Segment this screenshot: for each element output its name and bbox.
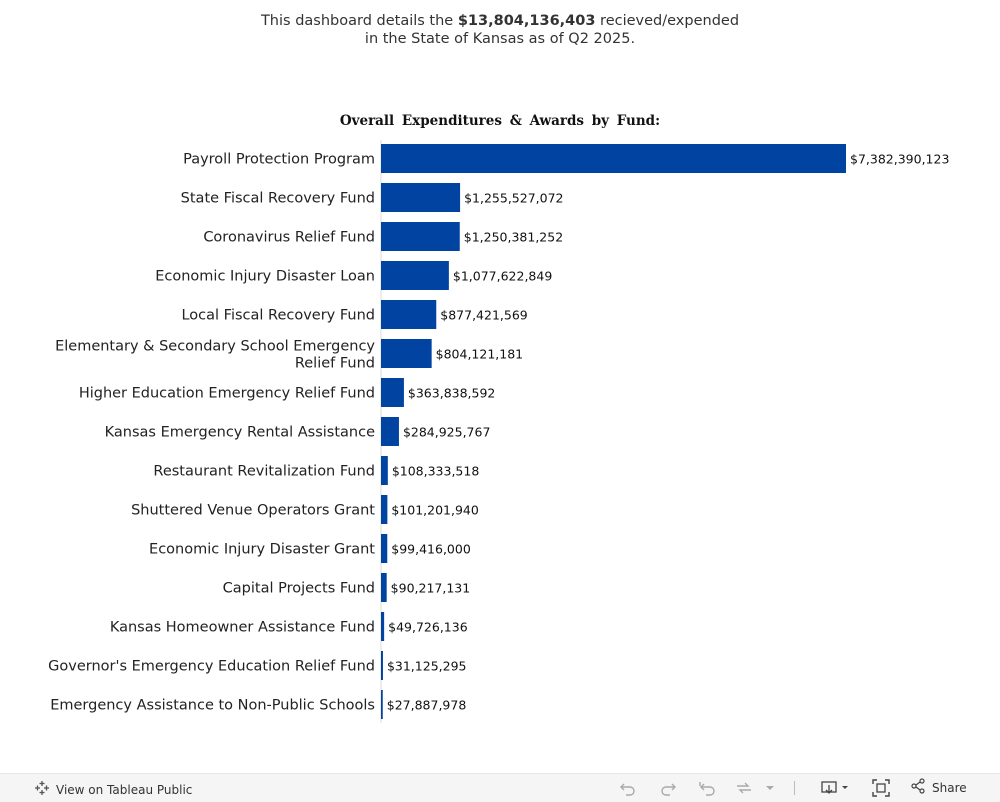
bar[interactable]: [381, 378, 404, 407]
bar-row: Coronavirus Relief Fund $1,250,381,252: [203, 222, 563, 251]
category-label-line: Elementary & Secondary School Emergency: [55, 339, 375, 355]
share-button[interactable]: Share: [910, 778, 967, 797]
share-icon: [910, 778, 926, 797]
toolbar-divider: [794, 781, 795, 795]
bar[interactable]: [381, 222, 460, 251]
category-label: Payroll Protection Program: [183, 152, 375, 168]
bar-row: Elementary & Secondary School Emergency R…: [55, 339, 523, 372]
tableau-logo-icon: [34, 780, 50, 799]
category-label: Governor's Emergency Education Relief Fu…: [48, 659, 375, 675]
category-label: Economic Injury Disaster Loan: [155, 269, 375, 285]
bar-row: Payroll Protection Program $7,382,390,123: [183, 144, 949, 173]
value-label: $108,333,518: [392, 464, 480, 479]
category-label: Capital Projects Fund: [223, 581, 375, 597]
bar[interactable]: [381, 651, 383, 680]
undo-icon[interactable]: [618, 778, 638, 798]
share-label: Share: [932, 780, 967, 795]
value-label: $7,382,390,123: [850, 152, 949, 167]
bar-row: State Fiscal Recovery Fund $1,255,527,072: [181, 183, 563, 212]
bar[interactable]: [381, 183, 461, 212]
chevron-down-icon[interactable]: [760, 778, 780, 798]
value-label: $49,726,136: [388, 620, 468, 635]
fullscreen-icon[interactable]: [871, 778, 891, 798]
refresh-icon[interactable]: [734, 778, 754, 798]
category-label: Restaurant Revitalization Fund: [153, 464, 375, 480]
category-label: Economic Injury Disaster Grant: [149, 542, 375, 558]
tableau-toolbar: View on Tableau Public Share: [0, 773, 1000, 802]
bar[interactable]: [381, 495, 388, 524]
category-label: Kansas Homeowner Assistance Fund: [110, 620, 375, 636]
category-label: Shuttered Venue Operators Grant: [131, 503, 375, 519]
bar-chart: Payroll Protection Program $7,382,390,123…: [48, 140, 949, 723]
category-label: Higher Education Emergency Relief Fund: [79, 386, 375, 402]
bar-row: Emergency Assistance to Non-Public Schoo…: [50, 690, 466, 719]
revert-icon[interactable]: [697, 778, 717, 798]
intro-line-1: This dashboard details the $13,804,136,4…: [0, 12, 1000, 30]
value-label: $90,217,131: [391, 581, 471, 596]
value-label: $363,838,592: [408, 386, 495, 401]
bar[interactable]: [381, 261, 449, 290]
view-on-tableau-link[interactable]: View on Tableau Public: [34, 780, 192, 799]
chart-title: Overall Expenditures & Awards by Fund:: [339, 113, 661, 129]
bar[interactable]: [381, 690, 383, 719]
download-icon[interactable]: [820, 778, 852, 798]
bar-row: Shuttered Venue Operators Grant $101,201,…: [131, 495, 479, 524]
value-label: $27,887,978: [387, 698, 467, 713]
value-label: $1,077,622,849: [453, 269, 552, 284]
bar[interactable]: [381, 612, 385, 641]
intro-total: $13,804,136,403: [457, 13, 596, 29]
category-label: Kansas Emergency Rental Assistance: [105, 425, 375, 441]
bar-row: Higher Education Emergency Relief Fund $3…: [79, 378, 495, 407]
value-label: $877,421,569: [440, 308, 528, 323]
bar-row: Local Fiscal Recovery Fund $877,421,569: [181, 300, 528, 329]
bar[interactable]: [381, 573, 387, 602]
bar[interactable]: [381, 534, 388, 563]
intro-line-2: in the State of Kansas as of Q2 2025.: [364, 31, 636, 47]
intro-text: This dashboard details the $13,804,136,4…: [0, 12, 1000, 48]
value-label: $1,255,527,072: [464, 191, 563, 206]
bar[interactable]: [381, 339, 432, 368]
bar-row: Capital Projects Fund $90,217,131: [223, 573, 471, 602]
value-label: $99,416,000: [391, 542, 471, 557]
value-label: $31,125,295: [387, 659, 467, 674]
view-on-tableau-label: View on Tableau Public: [56, 782, 193, 797]
bar[interactable]: [381, 300, 437, 329]
category-label: Emergency Assistance to Non-Public Schoo…: [50, 698, 375, 714]
category-label-line: Relief Fund: [295, 356, 375, 372]
bar[interactable]: [381, 144, 846, 173]
redo-icon[interactable]: [658, 778, 678, 798]
value-label: $284,925,767: [403, 425, 490, 440]
bar-row: Governor's Emergency Education Relief Fu…: [48, 651, 466, 680]
bar-row: Kansas Emergency Rental Assistance $284,9…: [105, 417, 490, 446]
bar-row: Economic Injury Disaster Grant $99,416,00…: [149, 534, 471, 563]
category-label: Local Fiscal Recovery Fund: [181, 308, 375, 324]
value-label: $1,250,381,252: [464, 230, 563, 245]
bar[interactable]: [381, 417, 399, 446]
bar-row: Economic Injury Disaster Loan $1,077,622,…: [155, 261, 552, 290]
category-label: Coronavirus Relief Fund: [203, 230, 375, 246]
value-label: $804,121,181: [436, 347, 523, 362]
bar-row: Kansas Homeowner Assistance Fund $49,726,…: [110, 612, 468, 641]
category-label: State Fiscal Recovery Fund: [181, 191, 375, 207]
bar-row: Restaurant Revitalization Fund $108,333,5…: [153, 456, 479, 485]
intro-suffix: recieved/expended: [595, 13, 740, 29]
intro-prefix: This dashboard details the: [260, 13, 458, 29]
value-label: $101,201,940: [391, 503, 479, 518]
bar[interactable]: [381, 456, 388, 485]
category-label: Elementary & Secondary School Emergency R…: [55, 339, 375, 372]
